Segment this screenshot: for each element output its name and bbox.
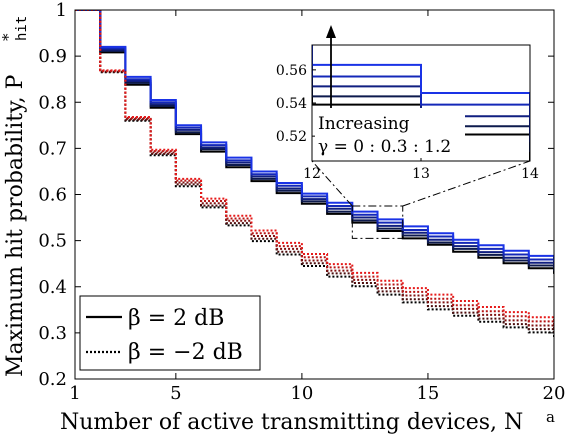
inset-plot: 12 13 14 0.52 0.54 0.56 Increasing γ = 0 : 0.… [276, 25, 539, 182]
x-tick-label: 5 [170, 383, 181, 404]
legend-label-beta-pos: β = 2 dB [128, 306, 224, 331]
main-plot-series [75, 10, 554, 338]
x-axis-label-superscript: a [546, 408, 555, 426]
zoom-region-box [351, 205, 404, 239]
increasing-arrow-icon [326, 25, 336, 38]
inset-y-tick-label: 0.52 [276, 129, 307, 145]
y-tick-label: 0.7 [38, 138, 67, 159]
zoom-connector-lines [311, 160, 531, 239]
y-axis-label-superscript: * [0, 33, 17, 41]
x-tick-label: 15 [416, 383, 439, 404]
inset-x-tick-label: 12 [303, 166, 321, 182]
series-beta-neg-gamma-1.2 [75, 10, 554, 322]
legend-label-beta-neg: β = −2 dB [128, 340, 243, 365]
x-axis-label: Number of active transmitting devices, N… [60, 408, 555, 435]
inset-annotation-line2: γ = 0 : 0.3 : 1.2 [318, 137, 451, 157]
inset-annotation-background [315, 108, 465, 158]
y-tick-label: 1 [56, 0, 67, 21]
series-beta-pos-gamma-1.2 [75, 10, 554, 261]
y-axis-label: Maximum hit probability, P * hit [0, 16, 30, 377]
legend: β = 2 dB β = −2 dB [79, 295, 261, 371]
y-tick-label: 0.4 [38, 277, 67, 298]
x-tick-label: 10 [290, 383, 313, 404]
zoom-connector-line [402, 160, 531, 207]
y-tick-label: 0.8 [38, 92, 67, 113]
y-tick-label: 0.6 [38, 185, 67, 206]
y-axis-label-subscript: hit [14, 16, 30, 41]
inset-x-tick-label: 14 [521, 166, 539, 182]
y-tick-label: 0.5 [38, 231, 67, 252]
y-tick-label: 0.9 [38, 46, 67, 67]
main-axis-ticks: 1 5 10 15 200.20.30.40.50.60.70.80.91 [38, 0, 565, 404]
inset-x-tick-label: 13 [412, 166, 430, 182]
x-tick-label: 20 [543, 383, 565, 404]
zoom-connector-line [311, 160, 353, 207]
inset-axis-ticks: 12 13 14 0.52 0.54 0.56 [276, 63, 539, 182]
series-beta-neg-gamma-0.9 [75, 10, 554, 326]
legend-box [79, 295, 261, 371]
inset-y-tick-label: 0.54 [276, 96, 307, 112]
inset-y-tick-label: 0.56 [276, 63, 307, 79]
inset-annotation-line1: Increasing [318, 114, 410, 134]
y-axis-label-text: Maximum hit probability, P [3, 74, 28, 377]
y-tick-label: 0.3 [38, 323, 67, 344]
y-tick-label: 0.2 [38, 369, 67, 390]
x-tick-label: 1 [69, 383, 80, 404]
x-axis-label-text: Number of active transmitting devices, N [60, 410, 523, 435]
